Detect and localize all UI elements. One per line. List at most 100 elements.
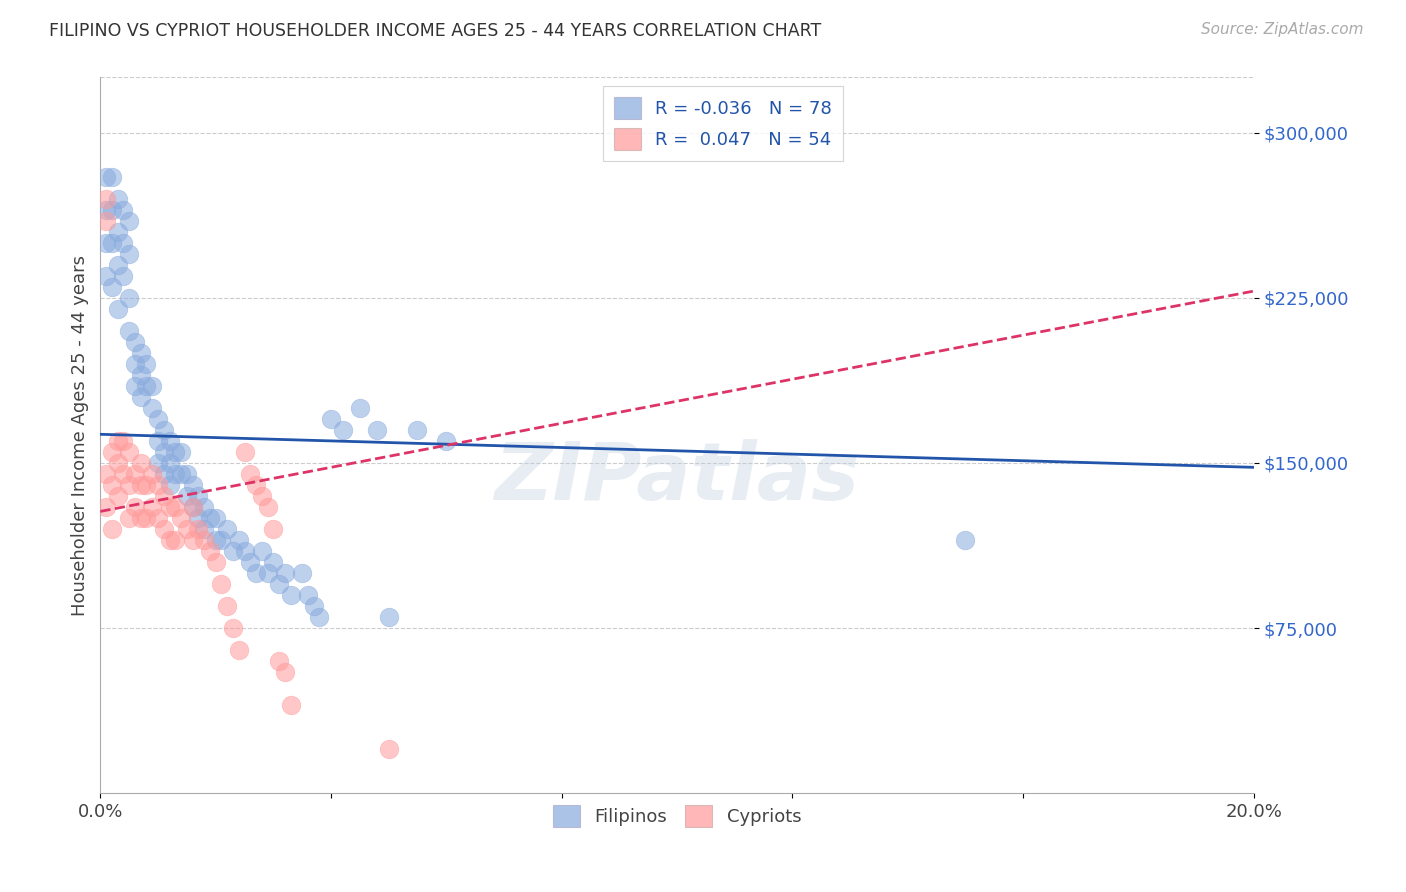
Point xyxy=(118,291,141,305)
Point xyxy=(222,621,245,635)
Point xyxy=(118,324,141,338)
Point xyxy=(107,258,129,272)
Point xyxy=(129,456,152,470)
Point xyxy=(239,555,262,569)
Point xyxy=(101,279,124,293)
Point xyxy=(141,379,163,393)
Point xyxy=(366,423,388,437)
Point xyxy=(141,401,163,415)
Point xyxy=(135,357,157,371)
Point xyxy=(262,555,284,569)
Point xyxy=(94,213,117,227)
Point xyxy=(159,500,181,514)
Point xyxy=(204,511,226,525)
Point xyxy=(165,467,187,481)
Point xyxy=(112,202,135,217)
Point xyxy=(228,643,250,657)
Point xyxy=(101,478,124,492)
Point xyxy=(209,533,232,547)
Point xyxy=(222,544,245,558)
Point xyxy=(112,467,135,481)
Point xyxy=(198,511,221,525)
Point xyxy=(94,268,117,283)
Text: Source: ZipAtlas.com: Source: ZipAtlas.com xyxy=(1201,22,1364,37)
Point xyxy=(152,489,174,503)
Point xyxy=(187,522,209,536)
Point xyxy=(209,577,232,591)
Point xyxy=(101,169,124,184)
Point xyxy=(217,522,239,536)
Point xyxy=(239,467,262,481)
Point xyxy=(118,246,141,260)
Point xyxy=(280,698,302,713)
Point xyxy=(204,555,226,569)
Point xyxy=(107,456,129,470)
Point xyxy=(204,533,226,547)
Point xyxy=(955,533,977,547)
Point xyxy=(406,423,429,437)
Point xyxy=(107,225,129,239)
Legend: Filipinos, Cypriots: Filipinos, Cypriots xyxy=(546,798,808,834)
Point xyxy=(101,445,124,459)
Point xyxy=(118,478,141,492)
Point xyxy=(181,500,204,514)
Point xyxy=(152,522,174,536)
Point xyxy=(135,379,157,393)
Point xyxy=(349,401,371,415)
Point xyxy=(118,445,141,459)
Point xyxy=(107,192,129,206)
Point xyxy=(159,533,181,547)
Point xyxy=(256,500,278,514)
Point xyxy=(319,412,342,426)
Point xyxy=(193,500,215,514)
Point xyxy=(141,467,163,481)
Point xyxy=(245,566,267,580)
Point xyxy=(193,533,215,547)
Point xyxy=(280,588,302,602)
Point xyxy=(256,566,278,580)
Point xyxy=(107,301,129,316)
Point xyxy=(181,478,204,492)
Point xyxy=(94,235,117,250)
Point xyxy=(141,500,163,514)
Point xyxy=(198,544,221,558)
Point xyxy=(181,500,204,514)
Point xyxy=(302,599,325,613)
Point xyxy=(94,202,117,217)
Point xyxy=(250,544,273,558)
Point xyxy=(129,368,152,382)
Point xyxy=(124,357,146,371)
Point xyxy=(118,511,141,525)
Point xyxy=(112,235,135,250)
Point xyxy=(101,202,124,217)
Point xyxy=(124,334,146,349)
Point xyxy=(269,654,291,668)
Point xyxy=(135,511,157,525)
Point xyxy=(377,742,399,756)
Point xyxy=(124,467,146,481)
Point xyxy=(159,456,181,470)
Point xyxy=(146,478,169,492)
Point xyxy=(159,434,181,448)
Point xyxy=(112,268,135,283)
Text: ZIPatlas: ZIPatlas xyxy=(495,440,859,517)
Point xyxy=(217,599,239,613)
Point xyxy=(274,665,297,680)
Point xyxy=(165,445,187,459)
Point xyxy=(233,445,256,459)
Point xyxy=(176,522,198,536)
Point xyxy=(152,445,174,459)
Point xyxy=(129,511,152,525)
Point xyxy=(170,445,193,459)
Point xyxy=(187,511,209,525)
Y-axis label: Householder Income Ages 25 - 44 years: Householder Income Ages 25 - 44 years xyxy=(72,255,89,615)
Point xyxy=(181,533,204,547)
Point xyxy=(94,500,117,514)
Point xyxy=(176,467,198,481)
Point xyxy=(274,566,297,580)
Point xyxy=(101,522,124,536)
Point xyxy=(193,522,215,536)
Point xyxy=(332,423,354,437)
Point xyxy=(269,577,291,591)
Point xyxy=(129,478,152,492)
